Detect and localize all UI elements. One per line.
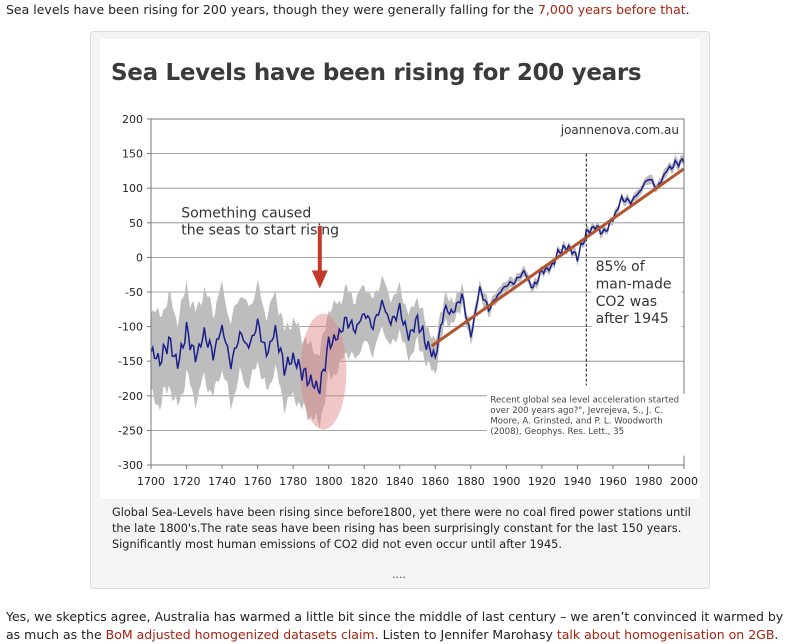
- x-tick-label: 1920: [528, 475, 556, 488]
- caption-ellipsis: ....: [392, 568, 406, 581]
- uncertainty-band: [151, 154, 684, 429]
- x-tick-label: 1720: [173, 475, 201, 488]
- annotation-co2-line3: CO2 was: [596, 294, 657, 310]
- y-tick-label: 200: [122, 113, 143, 126]
- x-tick-label: 1760: [244, 475, 272, 488]
- reference-line1: Recent global sea level acceleration sta…: [490, 396, 679, 406]
- x-tick-label: 1800: [315, 475, 343, 488]
- x-tick-label: 1940: [563, 475, 591, 488]
- intro-paragraph: Sea levels have been rising for 200 year…: [6, 1, 690, 19]
- y-tick-labels: 200 150 100 50 0 -50 -100 -150 -200 -250 -300: [118, 113, 151, 472]
- x-tick-label: 1700: [137, 475, 165, 488]
- x-tick-labels: 1700 1720 1740 1760 1780 1800 1820 1840 1860 1880…: [137, 465, 698, 488]
- trend-series: [430, 167, 685, 348]
- homogenisation-link[interactable]: talk about homogenisation on 2GB: [556, 627, 775, 642]
- highlight-ellipse: [300, 313, 347, 430]
- annotation-co2-line1: 85% of: [596, 259, 646, 275]
- intro-text: Sea levels have been rising for 200 year…: [6, 2, 538, 17]
- y-tick-label: -250: [118, 424, 143, 437]
- y-tick-label: 0: [136, 251, 143, 264]
- red-arrow-icon: [311, 225, 328, 289]
- y-tick-label: -100: [118, 321, 143, 334]
- annotation-cause-line1: Something caused: [181, 205, 311, 221]
- y-tick-label: -300: [118, 459, 143, 472]
- mean-series: [150, 157, 685, 395]
- x-tick-label: 1980: [634, 475, 662, 488]
- y-tick-label: -150: [118, 355, 143, 368]
- x-tick-label: 1840: [386, 475, 414, 488]
- figure-caption: Global Sea-Levels have been rising since…: [112, 506, 691, 551]
- bom-link[interactable]: BoM adjusted homogenized datasets claim: [105, 627, 375, 642]
- intro-link[interactable]: 7,000 years before that: [537, 2, 686, 17]
- reference-line4: (2008), Geophys. Res. Lett., 35: [490, 427, 624, 437]
- outro-text-1: Yes, we skeptics agree, Australia has wa…: [6, 609, 784, 642]
- outro-text-3: .: [774, 627, 779, 642]
- reference-line3: Moore, A. Grinsted, and P. L. Woodworth: [490, 416, 662, 426]
- reference-line2: over 200 years ago?", Jevrejeva, S., J. …: [490, 406, 663, 416]
- intro-end: .: [685, 2, 690, 17]
- mean-series-line: [150, 157, 685, 395]
- outro-text-2: . Listen to Jennifer Marohasy: [374, 627, 557, 642]
- reference-background: [486, 393, 700, 456]
- y-tick-label: 50: [129, 217, 143, 230]
- arrow-head: [311, 270, 328, 289]
- y-tick-label: -200: [118, 390, 143, 403]
- x-tick-label: 1900: [492, 475, 520, 488]
- uncertainty-band-area: [151, 154, 684, 429]
- y-tick-label: 150: [122, 148, 143, 161]
- annotation-co2-line2: man-made: [596, 277, 672, 293]
- x-tick-label: 1960: [599, 475, 627, 488]
- y-tick-label: -50: [125, 286, 143, 299]
- x-tick-label: 1740: [208, 475, 236, 488]
- x-tick-label: 1860: [421, 475, 449, 488]
- sea-level-chart: 200 150 100 50 0 -50 -100 -150 -200 -250 -300 1700…: [118, 113, 700, 488]
- x-tick-label: 1780: [279, 475, 307, 488]
- annotation-cause-line2: the seas to start rising: [181, 223, 339, 239]
- x-tick-label: 1880: [457, 475, 485, 488]
- annotation-co2-line4: after 1945: [596, 311, 669, 327]
- outro-paragraph: Yes, we skeptics agree, Australia has wa…: [6, 608, 786, 644]
- y-tick-label: 100: [122, 182, 143, 195]
- x-tick-label: 1820: [350, 475, 378, 488]
- co2-label-background: [591, 260, 682, 345]
- x-tick-label: 2000: [670, 475, 698, 488]
- source-label: joannenova.com.au: [560, 123, 679, 137]
- trend-line: [430, 167, 685, 348]
- chart-title: Sea Levels have been rising for 200 year…: [111, 60, 642, 86]
